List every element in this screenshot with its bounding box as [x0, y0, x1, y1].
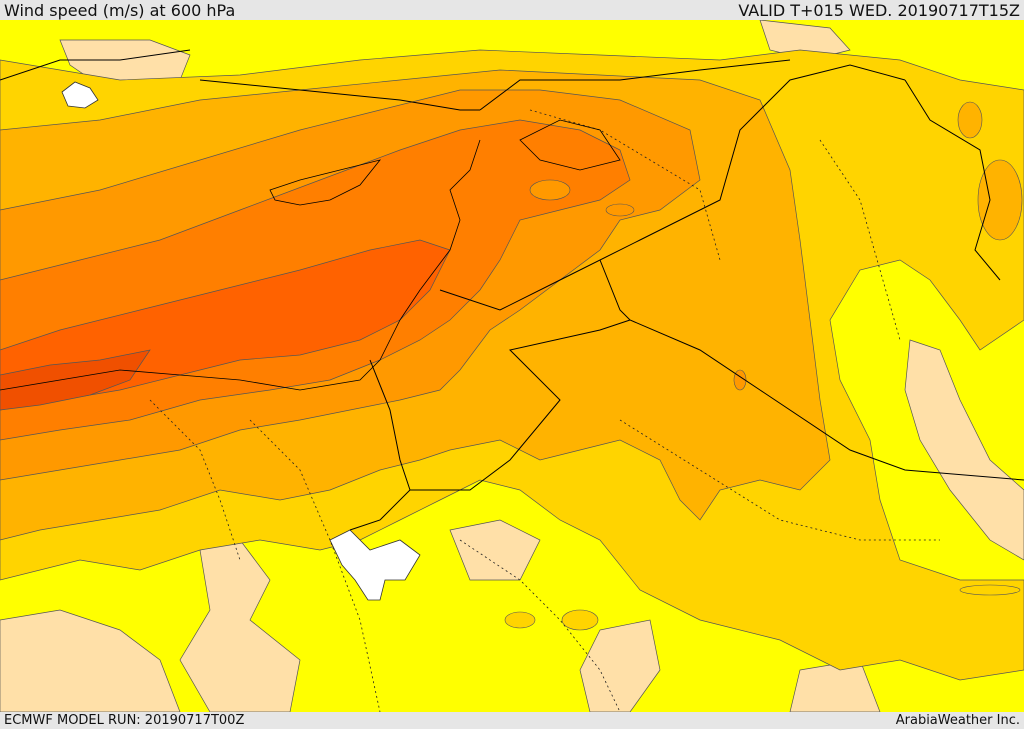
- weather-map[interactable]: [0, 20, 1024, 712]
- footer-bar: ECMWF MODEL RUN: 20190717T00Z ArabiaWeat…: [0, 712, 1024, 729]
- model-run: ECMWF MODEL RUN: 20190717T00Z: [4, 713, 245, 728]
- light-wind-patches: [0, 20, 1024, 712]
- coastline: [0, 119, 621, 391]
- map-title: Wind speed (m/s) at 600 hPa: [4, 1, 236, 20]
- band-7: [0, 349, 151, 411]
- small-patches: [529, 179, 747, 391]
- title-bar: Wind speed (m/s) at 600 hPa VALID T+015 …: [0, 0, 1024, 20]
- region-borders: [149, 109, 940, 712]
- provider-credit: ArabiaWeather Inc.: [895, 713, 1020, 728]
- valid-time: VALID T+015 WED. 20190717T15Z: [738, 1, 1020, 20]
- water-bodies: [61, 81, 421, 601]
- wind-speed-field: [0, 20, 1024, 712]
- borders: [0, 49, 1024, 531]
